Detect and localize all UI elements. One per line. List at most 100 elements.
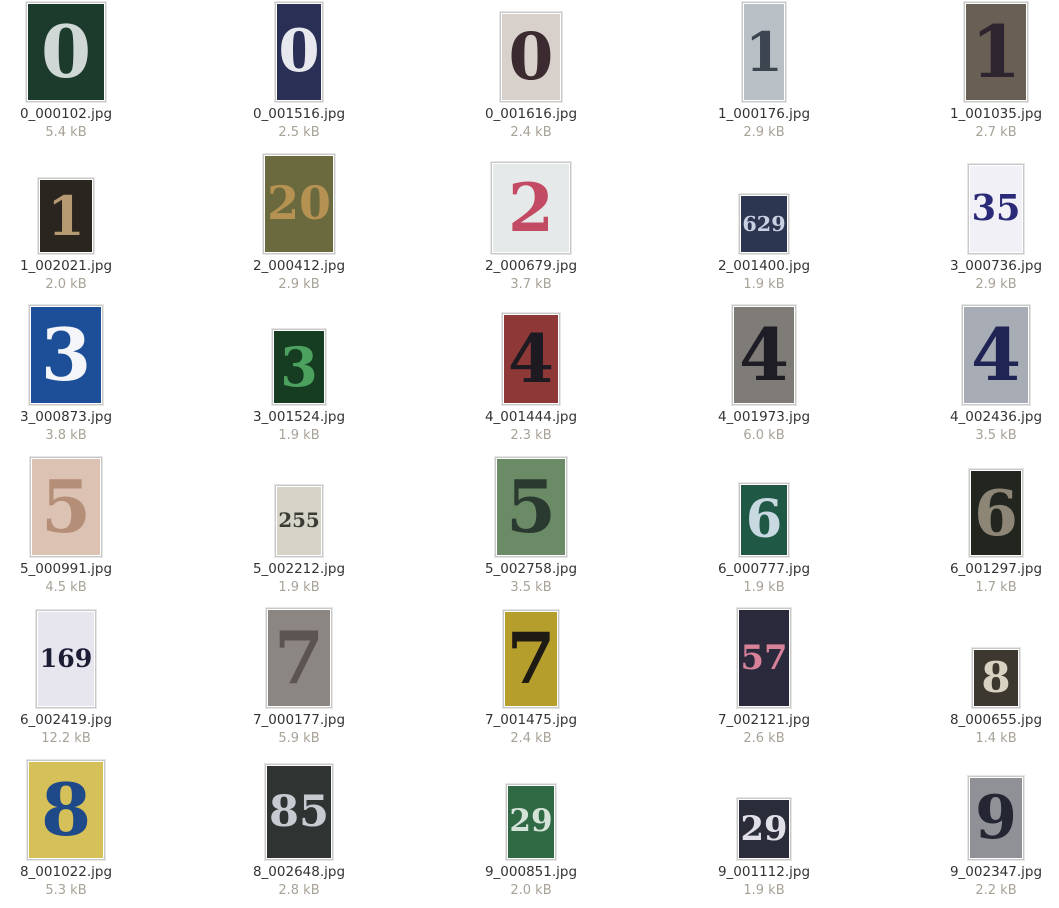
file-item[interactable]: 20 2_000412.jpg 2.9 kB xyxy=(229,150,369,295)
thumbnail-image: 3 xyxy=(274,331,324,403)
file-thumbnail[interactable]: 4 xyxy=(732,305,796,405)
file-name: 3_001524.jpg xyxy=(252,409,346,425)
file-thumbnail[interactable]: 8 xyxy=(972,648,1020,708)
file-item[interactable]: 0 0_001516.jpg 2.5 kB xyxy=(229,0,369,143)
file-item[interactable]: 1 1_001035.jpg 2.7 kB xyxy=(926,0,1059,143)
file-name: 9_000851.jpg xyxy=(484,864,578,880)
file-thumbnail[interactable]: 0 xyxy=(275,2,323,102)
file-thumbnail[interactable]: 3 xyxy=(29,305,103,405)
file-item[interactable]: 9 9_002347.jpg 2.2 kB xyxy=(926,756,1059,901)
file-size: 4.5 kB xyxy=(45,580,87,595)
file-thumbnail[interactable]: 1 xyxy=(742,2,786,102)
file-thumbnail[interactable]: 9 xyxy=(968,776,1024,860)
file-item[interactable]: 8 8_000655.jpg 1.4 kB xyxy=(926,604,1059,749)
file-thumbnail[interactable]: 5 xyxy=(495,457,567,557)
thumbnail-digit: 57 xyxy=(740,637,788,678)
file-name: 1_002021.jpg xyxy=(19,258,113,274)
file-thumbnail[interactable]: 29 xyxy=(737,798,791,860)
file-name: 2_000412.jpg xyxy=(252,258,346,274)
file-thumbnail[interactable]: 29 xyxy=(506,784,556,860)
file-thumbnail[interactable]: 85 xyxy=(265,764,333,860)
file-item[interactable]: 1 1_002021.jpg 2.0 kB xyxy=(0,150,136,295)
file-item[interactable]: 4 4_001973.jpg 6.0 kB xyxy=(694,301,834,446)
file-item[interactable]: 7 7_000177.jpg 5.9 kB xyxy=(229,604,369,749)
file-item[interactable]: 6 6_000777.jpg 1.9 kB xyxy=(694,453,834,598)
file-item[interactable]: 35 3_000736.jpg 2.9 kB xyxy=(926,150,1059,295)
file-thumbnail[interactable]: 1 xyxy=(38,178,94,254)
file-name: 5_002212.jpg xyxy=(252,561,346,577)
file-item[interactable]: 29 9_000851.jpg 2.0 kB xyxy=(461,756,601,901)
file-size: 2.4 kB xyxy=(510,731,552,746)
file-item[interactable]: 3 3_001524.jpg 1.9 kB xyxy=(229,301,369,446)
file-item[interactable]: 629 2_001400.jpg 1.9 kB xyxy=(694,150,834,295)
file-thumbnail[interactable]: 3 xyxy=(272,329,326,405)
file-item[interactable]: 6 6_001297.jpg 1.7 kB xyxy=(926,453,1059,598)
file-thumbnail[interactable]: 7 xyxy=(503,610,559,708)
file-size: 3.8 kB xyxy=(45,428,87,443)
thumbnail-image: 0 xyxy=(28,4,104,100)
file-item[interactable]: 169 6_002419.jpg 12.2 kB xyxy=(0,604,136,749)
thumbnail-image: 4 xyxy=(734,307,794,403)
file-item[interactable]: 0 0_000102.jpg 5.4 kB xyxy=(0,0,136,143)
file-thumbnail[interactable]: 35 xyxy=(968,164,1024,254)
file-size: 1.9 kB xyxy=(278,428,320,443)
file-item[interactable]: 5 5_002758.jpg 3.5 kB xyxy=(461,453,601,598)
file-thumbnail[interactable]: 8 xyxy=(27,760,105,860)
thumbnail-image: 1 xyxy=(744,4,784,100)
thumbnail-image: 85 xyxy=(267,766,331,858)
thumbnail-digit: 4 xyxy=(970,312,1022,397)
file-thumbnail[interactable]: 629 xyxy=(739,194,789,254)
file-size: 12.2 kB xyxy=(41,731,91,746)
file-size: 2.9 kB xyxy=(975,277,1017,292)
file-item[interactable]: 7 7_001475.jpg 2.4 kB xyxy=(461,604,601,749)
file-item[interactable]: 5 5_000991.jpg 4.5 kB xyxy=(0,453,136,598)
file-item[interactable]: 1 1_000176.jpg 2.9 kB xyxy=(694,0,834,143)
file-item[interactable]: 3 3_000873.jpg 3.8 kB xyxy=(0,301,136,446)
file-thumbnail[interactable]: 255 xyxy=(275,485,323,557)
thumbnail-image: 5 xyxy=(32,459,100,555)
thumbnail-digit: 1 xyxy=(745,20,783,84)
file-item[interactable]: 4 4_001444.jpg 2.3 kB xyxy=(461,301,601,446)
file-thumbnail[interactable]: 5 xyxy=(30,457,102,557)
file-size: 2.0 kB xyxy=(45,277,87,292)
file-thumbnail[interactable]: 6 xyxy=(969,469,1023,557)
file-thumbnail[interactable]: 4 xyxy=(962,305,1030,405)
file-thumbnail[interactable]: 4 xyxy=(502,313,560,405)
file-thumbnail[interactable]: 20 xyxy=(263,154,335,254)
thumbnail-digit: 7 xyxy=(273,615,325,700)
thumbnail-digit: 8 xyxy=(40,767,92,852)
file-name: 7_000177.jpg xyxy=(252,712,346,728)
file-size: 2.0 kB xyxy=(510,883,552,898)
file-thumbnail[interactable]: 57 xyxy=(737,608,791,708)
file-thumbnail[interactable]: 1 xyxy=(964,2,1028,102)
file-item[interactable]: 57 7_002121.jpg 2.6 kB xyxy=(694,604,834,749)
file-thumbnail[interactable]: 169 xyxy=(36,610,96,708)
file-size: 2.9 kB xyxy=(743,125,785,140)
file-thumbnail[interactable]: 0 xyxy=(26,2,106,102)
file-item[interactable]: 85 8_002648.jpg 2.8 kB xyxy=(229,756,369,901)
file-name: 6_002419.jpg xyxy=(19,712,113,728)
thumbnail-digit: 1 xyxy=(970,9,1022,94)
file-item[interactable]: 2 2_000679.jpg 3.7 kB xyxy=(461,150,601,295)
file-thumbnail[interactable]: 2 xyxy=(491,162,571,254)
file-item[interactable]: 8 8_001022.jpg 5.3 kB xyxy=(0,756,136,901)
file-item[interactable]: 0 0_001616.jpg 2.4 kB xyxy=(461,0,601,143)
file-item[interactable]: 255 5_002212.jpg 1.9 kB xyxy=(229,453,369,598)
file-size: 1.9 kB xyxy=(743,580,785,595)
file-name: 4_001444.jpg xyxy=(484,409,578,425)
thumbnail-digit: 0 xyxy=(40,9,92,94)
file-thumbnail[interactable]: 6 xyxy=(739,483,789,557)
thumbnail-image: 7 xyxy=(268,610,330,706)
file-size: 2.9 kB xyxy=(278,277,320,292)
file-size: 5.4 kB xyxy=(45,125,87,140)
file-name: 8_000655.jpg xyxy=(949,712,1043,728)
file-name: 5_002758.jpg xyxy=(484,561,578,577)
file-item[interactable]: 29 9_001112.jpg 1.9 kB xyxy=(694,756,834,901)
file-item[interactable]: 4 4_002436.jpg 3.5 kB xyxy=(926,301,1059,446)
thumbnail-image: 1 xyxy=(966,4,1026,100)
file-name: 6_001297.jpg xyxy=(949,561,1043,577)
file-thumbnail[interactable]: 7 xyxy=(266,608,332,708)
file-thumbnail[interactable]: 0 xyxy=(500,12,562,102)
file-name: 9_001112.jpg xyxy=(717,864,811,880)
